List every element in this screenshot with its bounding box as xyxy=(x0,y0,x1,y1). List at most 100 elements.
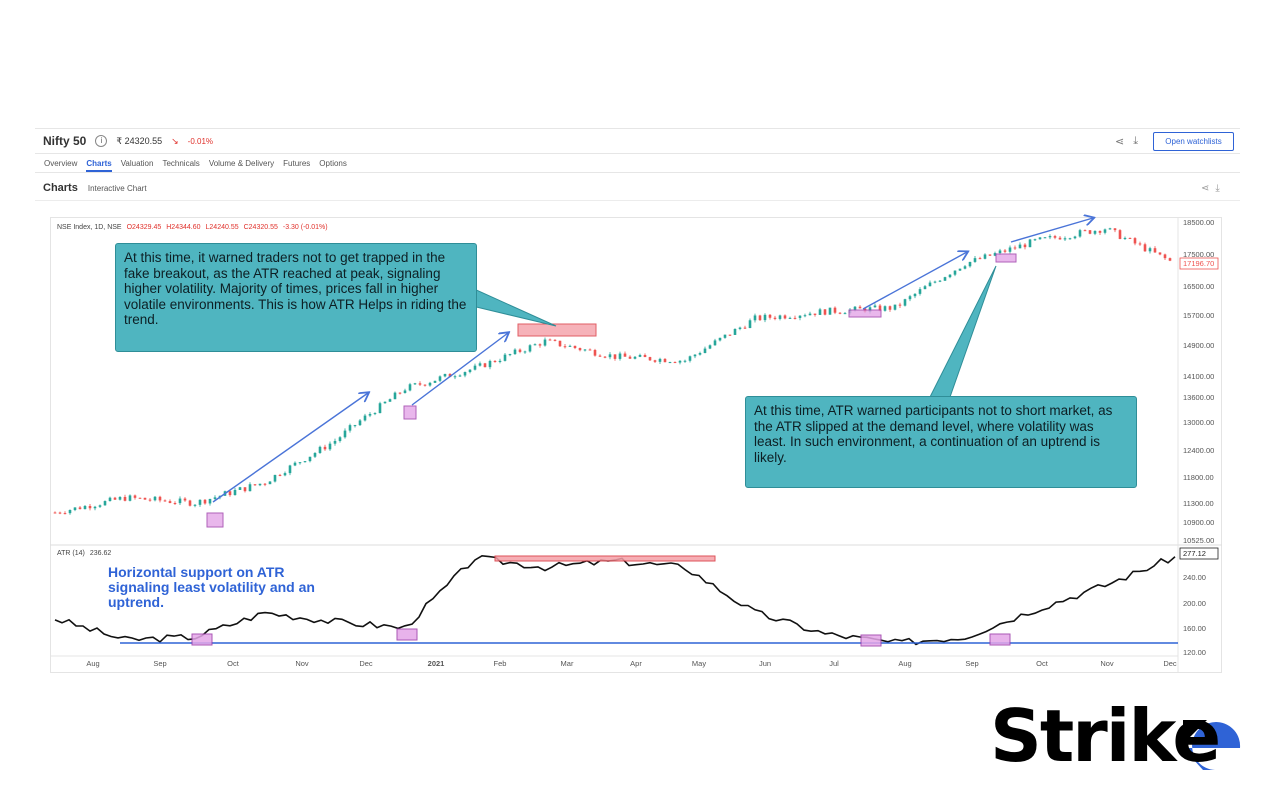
candle-body xyxy=(1153,248,1157,253)
candle-body xyxy=(583,349,587,351)
candle-body xyxy=(268,481,272,485)
candle-body xyxy=(1133,238,1137,244)
candle-body xyxy=(403,390,407,393)
tab-technicals[interactable]: Technicals xyxy=(162,159,200,168)
interactive-chart-chip[interactable]: Interactive Chart xyxy=(87,183,147,193)
candle-body xyxy=(178,498,182,504)
time-tick-label: Sep xyxy=(153,659,166,668)
candle-body xyxy=(313,452,317,457)
candle-body xyxy=(428,382,432,386)
candle-body xyxy=(1028,239,1032,248)
candle-body xyxy=(668,362,672,364)
price-low-box xyxy=(403,405,417,420)
atr-value: 236.62 xyxy=(89,550,112,557)
candle-body xyxy=(753,315,757,321)
candle-body xyxy=(748,320,752,329)
candle-body xyxy=(653,360,657,362)
candle-body xyxy=(968,261,972,267)
open-watchlists-button[interactable]: Open watchlists xyxy=(1153,132,1234,151)
tab-overview[interactable]: Overview xyxy=(44,159,78,168)
candle-body xyxy=(448,373,452,378)
price-tick-label: 14900.00 xyxy=(1183,341,1214,350)
candle-body xyxy=(803,315,807,317)
time-tick-label: May xyxy=(692,659,706,668)
candle-body xyxy=(718,337,722,341)
time-tick-label: 2021 xyxy=(428,659,445,668)
share-icon[interactable]: ⋖ xyxy=(1115,136,1125,148)
candle-body xyxy=(373,413,377,415)
candle-body xyxy=(443,373,447,377)
candle-body xyxy=(1128,237,1132,239)
atr-peak-box xyxy=(494,555,716,562)
candle-body xyxy=(1018,244,1022,249)
tab-volume-delivery[interactable]: Volume & Delivery xyxy=(208,159,275,168)
candle-body xyxy=(1103,229,1107,233)
candle-body xyxy=(1118,230,1122,239)
candle-body xyxy=(1158,252,1162,255)
candle-body xyxy=(288,465,292,474)
last-price-tag xyxy=(1179,257,1219,270)
ohlc-symbol: NSE Index, 1D, NSE xyxy=(57,224,122,231)
candle-body xyxy=(568,345,572,347)
candle-body xyxy=(348,425,352,431)
candle-body xyxy=(663,358,667,363)
time-tick-label: Feb xyxy=(494,659,507,668)
candle-body xyxy=(528,345,532,352)
candle-body xyxy=(133,495,137,498)
candle-body xyxy=(483,363,487,368)
ohlc-change: -3.30 (-0.01%) xyxy=(282,224,328,231)
instrument-header: Nifty 50 i ₹ 24320.55 ↘ -0.01% xyxy=(43,134,213,148)
candle-body xyxy=(958,268,962,271)
candle-body xyxy=(773,317,777,319)
candle-body xyxy=(193,504,197,506)
strike-logo: Strike xyxy=(990,696,1221,776)
price-tick-label: 14100.00 xyxy=(1183,372,1214,381)
candle-body xyxy=(308,456,312,462)
candle-body xyxy=(518,349,522,352)
trend-arrow xyxy=(212,393,368,503)
time-tick-label: Dec xyxy=(1163,659,1177,668)
candle-body xyxy=(938,280,942,282)
candle-body xyxy=(183,498,187,501)
candle-body xyxy=(333,440,337,444)
candle-body xyxy=(1123,237,1127,239)
atr-low-box xyxy=(191,633,213,646)
time-tick-label: Aug xyxy=(86,659,99,668)
candle-body xyxy=(173,503,177,505)
tab-options[interactable]: Options xyxy=(319,159,347,168)
candle-body xyxy=(198,499,202,505)
candle-body xyxy=(503,354,507,361)
candle-body xyxy=(338,437,342,441)
tab-futures[interactable]: Futures xyxy=(283,159,311,168)
tab-charts[interactable]: Charts xyxy=(86,154,112,172)
time-tick-label: Aug xyxy=(898,659,911,668)
candle-body xyxy=(823,309,827,315)
candle-body xyxy=(588,349,592,351)
atr-tick-label: 120.00 xyxy=(1183,648,1206,657)
candle-body xyxy=(328,443,332,450)
atr-low-box xyxy=(989,633,1011,646)
share-icon[interactable]: ⋖ xyxy=(1201,183,1210,194)
candle-body xyxy=(833,307,837,313)
candle-body xyxy=(258,483,262,486)
download-icon[interactable]: ⤓ xyxy=(1215,183,1220,194)
info-icon[interactable]: i xyxy=(95,135,108,147)
candle-body xyxy=(563,346,567,348)
candle-body xyxy=(78,507,82,510)
candle-body xyxy=(323,446,327,450)
tab-valuation[interactable]: Valuation xyxy=(120,159,154,168)
candle-body xyxy=(758,315,762,321)
download-icon[interactable]: ⤓ xyxy=(1133,135,1139,147)
candle-body xyxy=(598,355,602,357)
price-low-box xyxy=(206,512,224,528)
candle-body xyxy=(738,327,742,329)
candle-body xyxy=(683,360,687,362)
last-price-label: 17196.70 xyxy=(1183,259,1214,268)
ohlc-open: O24329.45 xyxy=(126,224,162,231)
candle-body xyxy=(778,315,782,319)
candle-body xyxy=(103,501,107,506)
candle-body xyxy=(953,270,957,275)
candle-body xyxy=(923,286,927,290)
candle-body xyxy=(353,425,357,427)
